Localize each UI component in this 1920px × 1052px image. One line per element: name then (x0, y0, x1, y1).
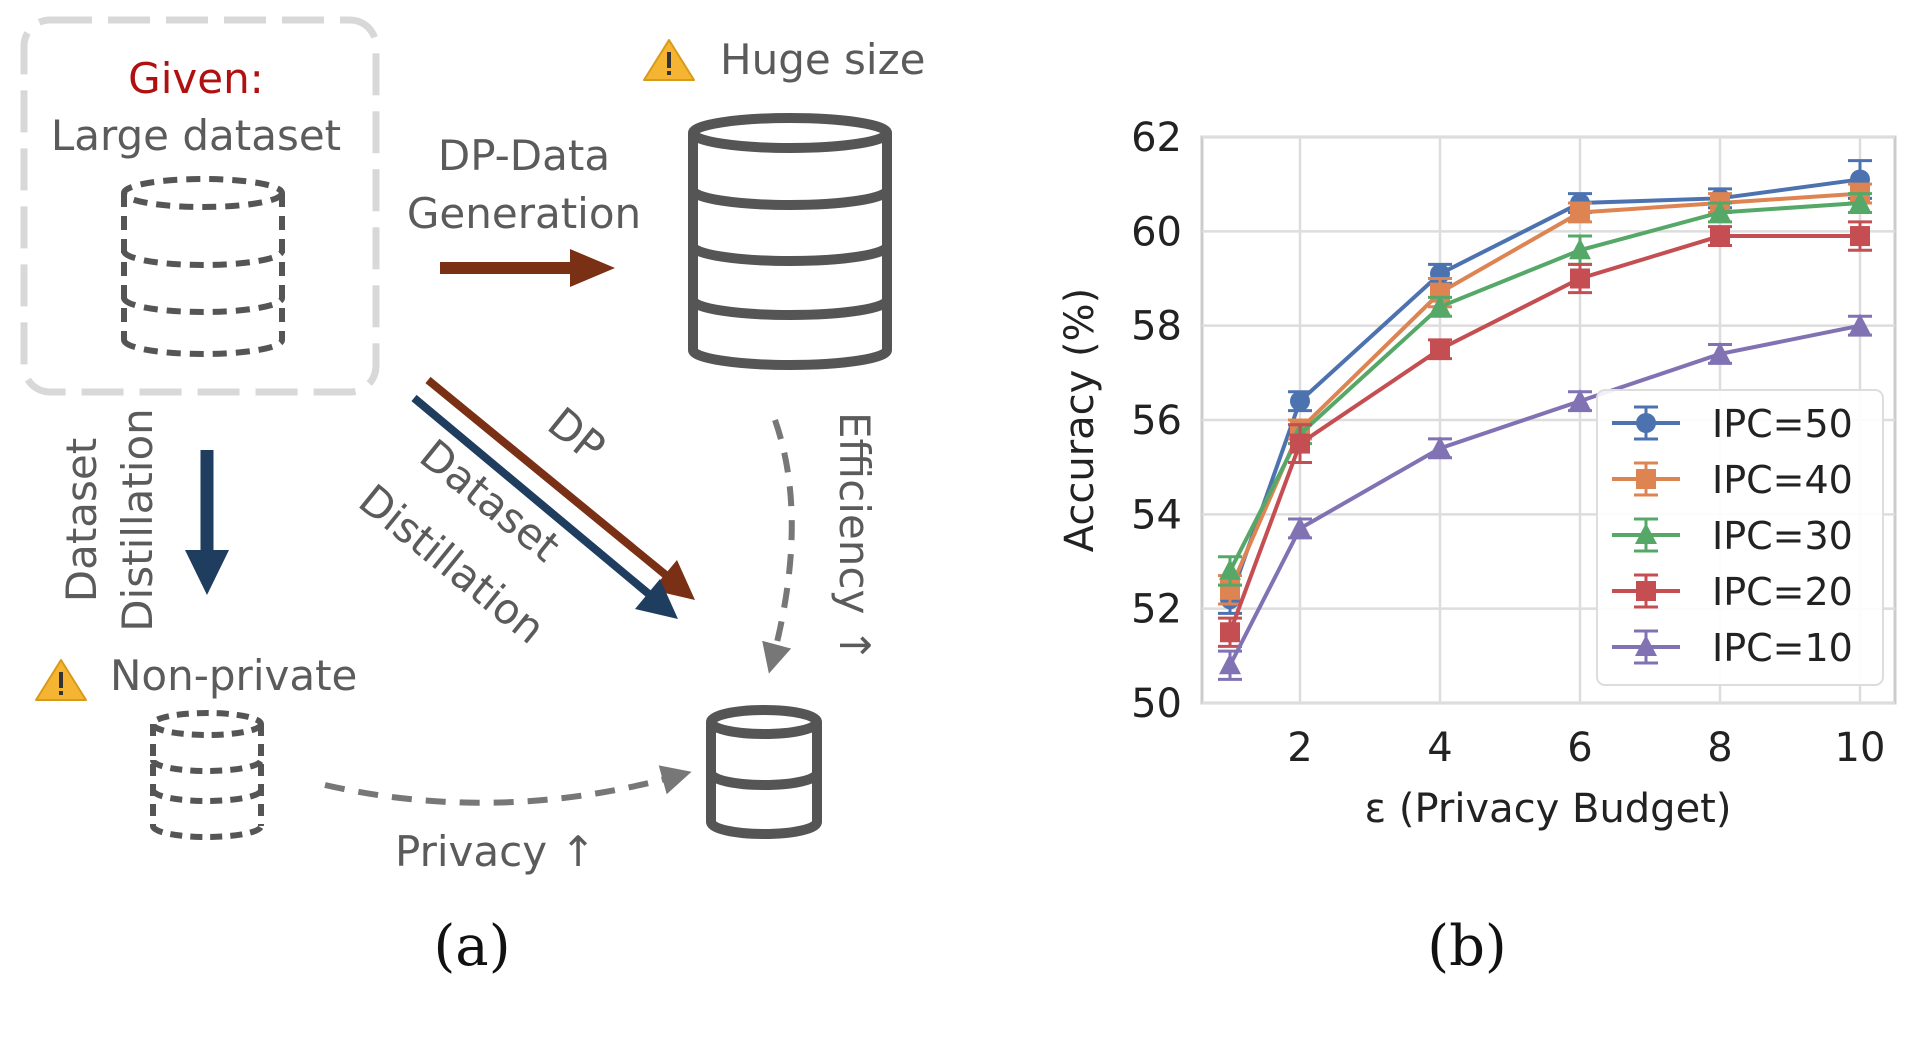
y-tick-label: 60 (1131, 209, 1182, 255)
privacy-arrow (324, 765, 692, 806)
series-ipc-20 (1218, 220, 1872, 648)
caption-a: (a) (433, 914, 510, 979)
data-point (1219, 558, 1241, 580)
legend-marker (1636, 413, 1656, 433)
y-tick-label: 54 (1131, 492, 1182, 538)
database-icon (688, 113, 892, 370)
legend-marker (1635, 635, 1657, 656)
legend-label: IPC=10 (1712, 626, 1853, 670)
data-point (1849, 313, 1871, 335)
given-label: Given: (128, 54, 264, 103)
data-point (1430, 339, 1450, 360)
y-tick-label: 50 (1131, 681, 1182, 727)
legend-label: IPC=20 (1712, 570, 1853, 614)
x-tick-labels: 2 4 6 8 10 (1287, 725, 1885, 771)
data-point (1849, 191, 1871, 213)
legend: IPC=50 IPC=40 IPC=30 IPC=20 IPC=10 (1596, 389, 1884, 686)
x-tick-label: 4 (1427, 725, 1452, 771)
y-tick-label: 62 (1131, 115, 1182, 161)
dp-generation-arrow (440, 249, 615, 287)
series-group (1218, 159, 1872, 681)
series-ipc-10 (1218, 313, 1872, 681)
distillation-diagonal-arrow (411, 394, 678, 619)
dp-data-generation-label: DP-Data (438, 131, 610, 180)
y-tick-label: 58 (1131, 304, 1182, 350)
data-point (1570, 202, 1590, 223)
database-icon (706, 705, 822, 839)
given-dataset-frame (20, 16, 380, 396)
legend-item: IPC=40 (1612, 458, 1853, 502)
caption-b: (b) (1427, 914, 1507, 979)
non-private-label: Non-private (110, 651, 357, 700)
legend-item: IPC=30 (1612, 514, 1853, 558)
legend-label: IPC=40 (1712, 458, 1853, 502)
large-dataset-label: Large dataset (51, 111, 341, 160)
data-point (1289, 516, 1311, 538)
data-point (1709, 200, 1731, 222)
x-axis-label: ε (Privacy Budget) (1365, 786, 1732, 832)
data-point (1710, 226, 1730, 247)
legend-marker (1635, 523, 1657, 544)
warning-icon (35, 659, 87, 701)
data-point (1570, 268, 1590, 289)
x-tick-label: 8 (1707, 725, 1732, 771)
dp-diagonal-label: DP (539, 398, 615, 472)
series-line (1228, 177, 1861, 600)
data-point (1429, 294, 1451, 316)
y-tick-labels: 50 52 54 56 58 60 62 (1131, 115, 1182, 727)
database-icon (121, 176, 285, 357)
series-line (1228, 234, 1860, 633)
x-tick-label: 2 (1287, 725, 1312, 771)
data-point (1429, 436, 1451, 458)
legend-item: IPC=10 (1612, 626, 1853, 670)
series-line (1228, 323, 1861, 667)
y-axis-label: Accuracy (%) (1057, 288, 1103, 553)
data-point (1569, 389, 1591, 411)
panel-b-chart: 50 52 54 56 58 60 62 2 4 6 8 10 Accuracy (%) ε (Pr… (1057, 115, 1897, 979)
legend-marker (1636, 469, 1656, 489)
data-point (1220, 622, 1240, 643)
legend-label: IPC=30 (1712, 514, 1853, 558)
huge-size-label: Huge size (720, 35, 926, 84)
data-point (1290, 433, 1310, 454)
data-point (1850, 226, 1870, 247)
data-point (1569, 238, 1591, 260)
legend-item: IPC=20 (1612, 570, 1853, 614)
data-point (1709, 341, 1731, 363)
y-tick-label: 56 (1131, 398, 1182, 444)
legend-marker (1636, 581, 1656, 601)
x-tick-label: 6 (1567, 725, 1592, 771)
distillation-down-arrow (185, 450, 229, 595)
legend-item: IPC=50 (1612, 402, 1853, 446)
data-point (1290, 391, 1310, 412)
panel-a-diagram: Given: Large dataset Huge size (20, 16, 926, 979)
privacy-label: Privacy ↑ (395, 827, 596, 876)
x-tick-label: 10 (1835, 725, 1886, 771)
database-icon (150, 710, 264, 840)
dataset-distillation-left-label: Dataset (57, 438, 106, 602)
legend-box (1596, 389, 1884, 686)
dp-data-generation-label: Generation (407, 189, 641, 238)
efficiency-label: Efficiency ↑ (830, 412, 879, 663)
warning-icon (643, 39, 695, 81)
legend-label: IPC=50 (1712, 402, 1853, 446)
y-tick-label: 52 (1131, 587, 1182, 633)
series-line (1228, 201, 1861, 572)
dataset-distillation-left-label: Distillation (113, 408, 162, 632)
efficiency-arrow (762, 419, 795, 674)
data-point (1219, 653, 1241, 675)
